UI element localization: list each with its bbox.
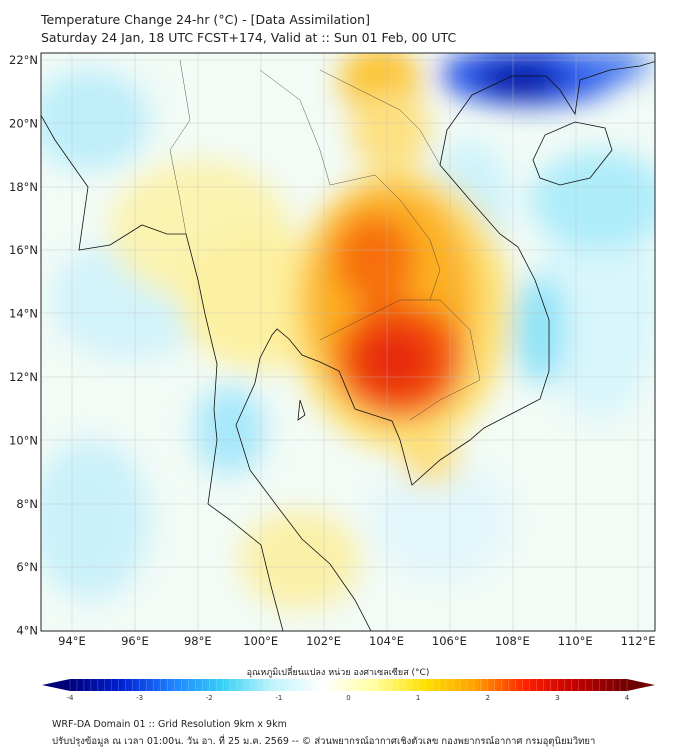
- temperature-field: [41, 53, 655, 631]
- latitude-label: 4°N: [16, 624, 38, 638]
- longitude-labels: 94°E 96°E 98°E 100°E 102°E 104°E 106°E 108°E 110…: [58, 634, 655, 648]
- longitude-label: 104°E: [369, 634, 404, 648]
- latitude-label: 12°N: [9, 370, 38, 384]
- coastlines: [41, 61, 655, 631]
- footer-model-info: WRF-DA Domain 01 :: Grid Resolution 9km …: [52, 719, 287, 730]
- colorbar-tick-label: 0: [346, 694, 350, 702]
- longitude-label: 94°E: [58, 634, 86, 648]
- latitude-label: 22°N: [9, 53, 38, 67]
- latitude-label: 8°N: [16, 497, 38, 511]
- longitude-label: 98°E: [184, 634, 212, 648]
- longitude-label: 106°E: [432, 634, 467, 648]
- map-frame: [40, 52, 656, 632]
- colorbar-scale: [70, 679, 627, 691]
- colorbar-tick-label: -1: [275, 694, 282, 702]
- colorbar-low-extend: [42, 679, 70, 691]
- colorbar-tick-label: 3: [555, 694, 559, 702]
- longitude-label: 102°E: [306, 634, 341, 648]
- latitude-label: 18°N: [9, 180, 38, 194]
- longitude-label: 96°E: [121, 634, 149, 648]
- footer-update-info: ปรับปรุงข้อมูล ณ เวลา 01:00น. วัน อา. ที…: [52, 736, 596, 747]
- latitude-label: 6°N: [16, 560, 38, 574]
- longitude-label: 112°E: [621, 634, 656, 648]
- latitude-label: 20°N: [9, 116, 38, 130]
- latitude-labels: 22°N 20°N 18°N 16°N 14°N 12°N 10°N 8°N 6°N 4°N: [9, 53, 38, 638]
- latitude-label: 16°N: [9, 243, 38, 257]
- colorbar-tick-label: 2: [486, 694, 490, 702]
- longitude-label: 110°E: [558, 634, 593, 648]
- colorbar-tick-label: 1: [416, 694, 420, 702]
- gridlines: [41, 53, 655, 631]
- chart-subtitle: Saturday 24 Jan, 18 UTC FCST+174, Valid …: [41, 30, 457, 45]
- colorbar-title: อุณหภูมิเปลี่ยนแปลง หน่วย องศาเซลเซียส (…: [246, 668, 430, 678]
- latitude-label: 10°N: [9, 433, 38, 447]
- colorbar-tick-label: -2: [206, 694, 213, 702]
- colorbar-tick-label: -4: [67, 694, 75, 702]
- longitude-label: 100°E: [243, 634, 278, 648]
- latitude-label: 14°N: [9, 307, 38, 321]
- longitude-label: 108°E: [495, 634, 530, 648]
- country-borders: [169, 59, 481, 421]
- colorbar-tick-label: 4: [625, 694, 630, 702]
- colorbar-tick-label: -3: [136, 694, 143, 702]
- colorbar-high-extend: [627, 679, 655, 691]
- colorbar: -4 -3 -2 -1 0 1 2 3 4: [42, 679, 655, 702]
- chart-title: Temperature Change 24-hr (°C) - [Data As…: [41, 12, 370, 27]
